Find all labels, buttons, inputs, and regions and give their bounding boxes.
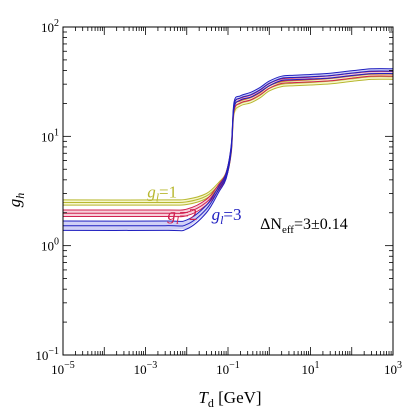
- series-central-line: [62, 76, 394, 204]
- delta-neff-annotation: ΔNeff=3±0.14: [260, 216, 348, 236]
- series-central-line: [62, 73, 394, 214]
- plot-frame: [62, 26, 394, 356]
- x-tick-label: 10−1: [216, 360, 240, 377]
- x-tick-label: 10−5: [51, 360, 75, 377]
- y-tick-label: 100: [41, 237, 59, 254]
- series-central-line: [62, 70, 394, 227]
- y-tick-label: 101: [41, 127, 59, 144]
- ticks-layer: [62, 26, 394, 356]
- series-lower-line: [62, 78, 394, 206]
- series-layer: [62, 68, 394, 232]
- series-label: gl=3: [212, 205, 242, 227]
- series-label: gl=1: [147, 183, 177, 205]
- y-tick-label: 10−1: [35, 346, 59, 363]
- y-axis-title: gh: [5, 193, 27, 208]
- series-band: [63, 71, 393, 217]
- series-lower-line: [62, 75, 394, 218]
- series-upper-line: [62, 68, 394, 222]
- x-axis-title: Td [GeV]: [198, 388, 261, 410]
- series-label: gl=2: [167, 205, 197, 227]
- x-tick-label: 10−3: [134, 360, 158, 377]
- series-upper-line: [62, 73, 394, 201]
- series-upper-line: [62, 70, 394, 211]
- x-tick-label: 101: [302, 360, 320, 377]
- series-lower-line: [62, 72, 394, 232]
- series-band: [63, 74, 393, 206]
- y-tick-label: 102: [41, 18, 59, 35]
- x-tick-label: 103: [384, 360, 402, 377]
- labels-layer: 10−5 10−3 10−1 101 103 10−1 100 101 102 gl=1gl=2 g…: [35, 18, 402, 377]
